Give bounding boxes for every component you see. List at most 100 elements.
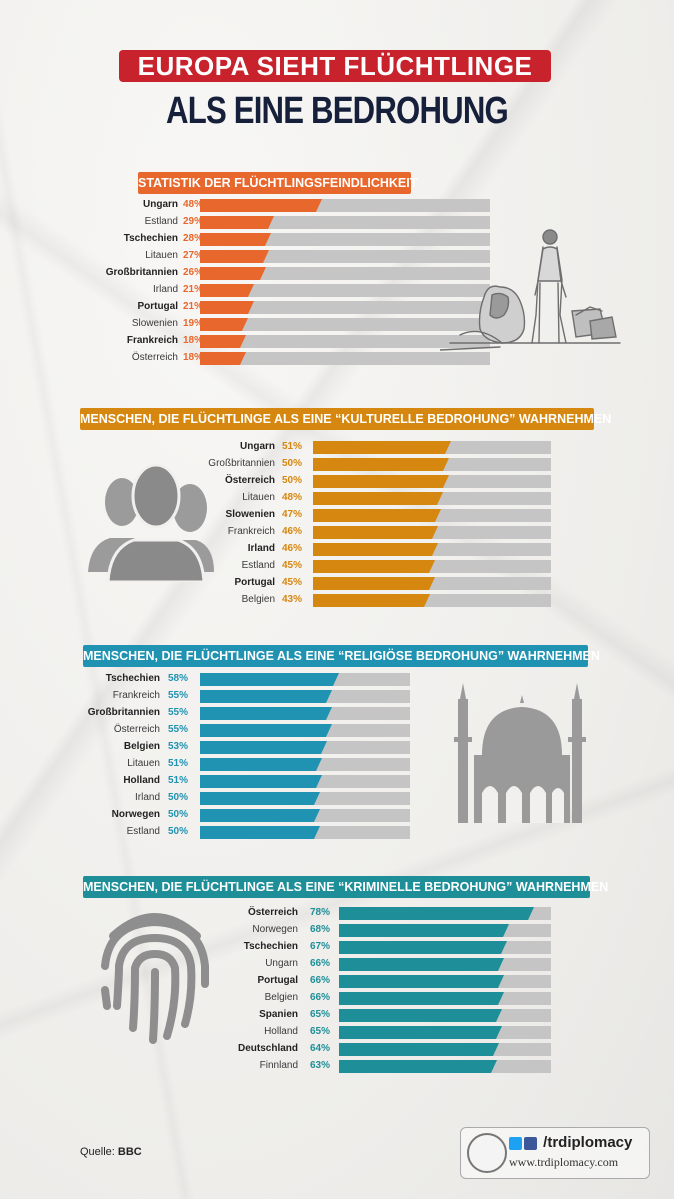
bar-row: Österreich 55% xyxy=(80,723,410,737)
value-label: 21% xyxy=(183,284,204,295)
people-group-icon xyxy=(88,463,214,582)
value-label: 63% xyxy=(310,1060,331,1071)
bar-fill xyxy=(313,441,451,454)
bar-row: Estland 45% xyxy=(200,559,551,573)
value-label: 55% xyxy=(168,724,189,735)
country-label: Großbritannien xyxy=(208,458,275,469)
brand-emblem-icon xyxy=(467,1133,507,1173)
country-label: Belgien xyxy=(241,594,275,605)
bar-fill xyxy=(313,492,443,505)
value-label: 65% xyxy=(310,1009,331,1020)
bar-row: Holland 51% xyxy=(80,774,410,788)
country-label: Großbritannien xyxy=(87,707,160,718)
bar-row: Spanien 65% xyxy=(200,1008,551,1022)
bar-row: Ungarn 66% xyxy=(200,957,551,971)
bar-row: Frankreich 55% xyxy=(80,689,410,703)
section-title-criminal-threat: MENSCHEN, DIE FLÜCHTLINGE ALS EINE “KRIM… xyxy=(83,876,608,898)
bar-fill xyxy=(313,577,435,590)
bar-fill xyxy=(339,992,504,1005)
country-label: Deutschland xyxy=(237,1043,298,1054)
country-label: Großbritannien xyxy=(105,267,178,278)
bar-fill xyxy=(200,216,274,229)
social-handle[interactable]: /trdiplomacy xyxy=(509,1134,632,1151)
bar-track xyxy=(200,284,490,297)
bar-track xyxy=(200,250,490,263)
bar-fill xyxy=(200,809,320,822)
bar-fill xyxy=(200,301,254,314)
value-label: 65% xyxy=(310,1026,331,1037)
value-label: 50% xyxy=(282,458,303,469)
bar-row: Holland 65% xyxy=(200,1025,551,1039)
bar-row: Belgien 66% xyxy=(200,991,551,1005)
country-label: Ungarn xyxy=(265,958,298,969)
country-label: Norwegen xyxy=(252,924,298,935)
bar-fill xyxy=(339,1009,502,1022)
bar-row: Belgien 43% xyxy=(200,593,551,607)
value-label: 18% xyxy=(183,335,204,346)
value-label: 58% xyxy=(168,673,189,684)
section-title-religious-threat: MENSCHEN, DIE FLÜCHTLINGE ALS EINE “RELI… xyxy=(83,645,600,667)
bar-row: Portugal 45% xyxy=(200,576,551,590)
value-label: 66% xyxy=(310,975,331,986)
section-title-hostility: STATISTIK DER FLÜCHTLINGSFEINDLICHKEIT xyxy=(138,172,417,194)
value-label: 47% xyxy=(282,509,303,520)
source-value: BBC xyxy=(117,1146,142,1158)
bar-row: Frankreich 46% xyxy=(200,525,551,539)
bar-fill xyxy=(339,975,504,988)
country-label: Litauen xyxy=(145,250,178,261)
value-label: 55% xyxy=(168,690,189,701)
bar-fill xyxy=(339,1026,502,1039)
value-label: 53% xyxy=(168,741,189,752)
bar-row: Tschechien 67% xyxy=(200,940,551,954)
bar-fill xyxy=(200,690,332,703)
country-label: Tschechien xyxy=(105,673,160,684)
bar-fill xyxy=(200,826,320,839)
bar-row: Irland 50% xyxy=(80,791,410,805)
bar-row: Deutschland 64% xyxy=(200,1042,551,1056)
value-label: 48% xyxy=(183,199,204,210)
mosque-icon xyxy=(454,683,586,823)
bar-fill xyxy=(339,1060,497,1073)
value-label: 19% xyxy=(183,318,204,329)
bar-fill xyxy=(200,775,322,788)
bar-row: Portugal 66% xyxy=(200,974,551,988)
value-label: 67% xyxy=(310,941,331,952)
country-label: Portugal xyxy=(234,577,275,588)
bar-track xyxy=(200,233,490,246)
bar-row: Irland 21% xyxy=(80,283,490,297)
bar-row: Großbritannien 50% xyxy=(200,457,551,471)
chart-hostility: Ungarn 48% Estland 29% Tschechien 28% Litauen 2… xyxy=(80,198,490,370)
value-label: 45% xyxy=(282,577,303,588)
bar-fill xyxy=(313,526,438,539)
value-label: 51% xyxy=(168,775,189,786)
country-label: Portugal xyxy=(257,975,298,986)
bar-fill xyxy=(339,1043,499,1056)
website-link[interactable]: www.trdiplomacy.com xyxy=(509,1155,619,1169)
value-label: 26% xyxy=(183,267,204,278)
bar-track xyxy=(200,318,490,331)
country-label: Frankreich xyxy=(112,690,160,701)
value-label: 48% xyxy=(282,492,303,503)
country-label: Belgien xyxy=(123,741,160,752)
chart-cultural-threat: Ungarn 51% Großbritannien 50% Österreich 50% L… xyxy=(200,440,552,612)
bar-fill xyxy=(200,792,320,805)
bar-row: Frankreich 18% xyxy=(80,334,490,348)
bar-fill xyxy=(200,267,266,280)
value-label: 68% xyxy=(310,924,331,935)
bar-fill xyxy=(313,475,449,488)
bar-row: Finnland 63% xyxy=(200,1059,551,1073)
bar-fill xyxy=(313,594,430,607)
bar-row: Slowenien 19% xyxy=(80,317,490,331)
bar-row: Österreich 18% xyxy=(80,351,490,365)
bar-row: Ungarn 51% xyxy=(200,440,551,454)
value-label: 18% xyxy=(183,352,204,363)
country-label: Ungarn xyxy=(240,441,275,452)
country-label: Irland xyxy=(134,792,160,803)
bar-fill xyxy=(339,941,507,954)
bar-track xyxy=(200,335,490,348)
value-label: 21% xyxy=(183,301,204,312)
country-label: Estland xyxy=(241,560,275,571)
brand-logo-box[interactable]: /trdiplomacy www.trdiplomacy.com xyxy=(460,1127,650,1179)
value-label: 43% xyxy=(282,594,303,605)
country-label: Irland xyxy=(152,284,178,295)
